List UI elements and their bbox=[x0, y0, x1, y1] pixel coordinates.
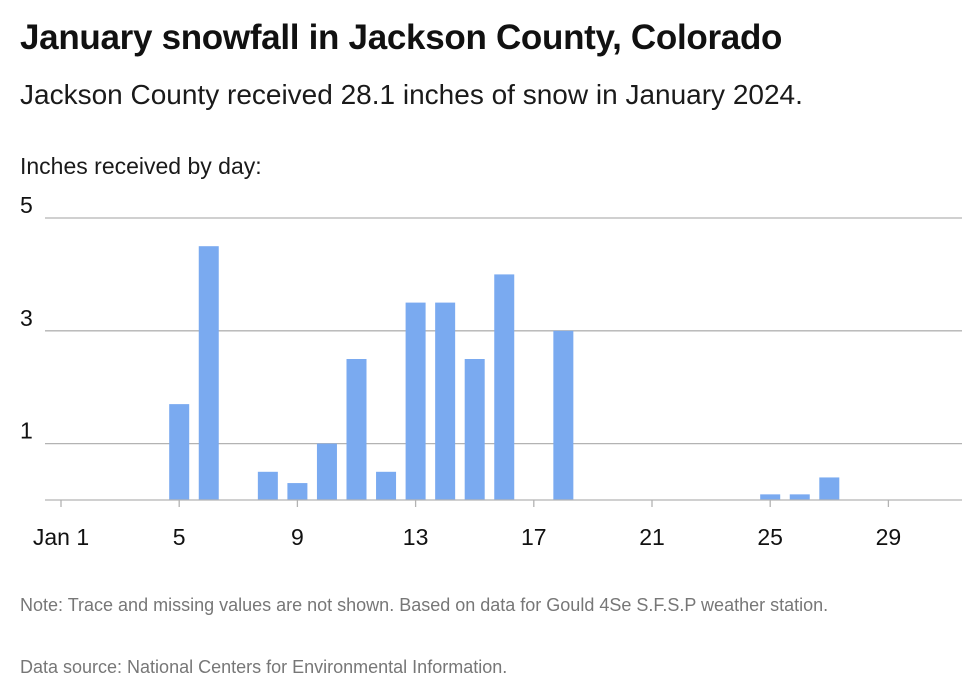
bar-day-16 bbox=[494, 274, 515, 500]
bar-day-9 bbox=[287, 483, 308, 500]
bar-day-11 bbox=[346, 359, 367, 500]
bar-day-12 bbox=[376, 471, 397, 500]
x-tick-label-25: 25 bbox=[757, 524, 783, 550]
chart-subtitle: Jackson County received 28.1 inches of s… bbox=[20, 79, 803, 110]
bar-day-8 bbox=[257, 471, 278, 500]
bar-day-13 bbox=[405, 302, 426, 500]
bar-day-6 bbox=[198, 246, 219, 500]
data-source: Data source: National Centers for Enviro… bbox=[20, 657, 508, 677]
bar-day-25 bbox=[760, 494, 781, 500]
x-tick-label-21: 21 bbox=[639, 524, 665, 550]
bar-day-10 bbox=[316, 443, 337, 500]
chart-note: Note: Trace and missing values are not s… bbox=[20, 595, 829, 615]
x-tick-label-9: 9 bbox=[291, 524, 304, 550]
bar-day-18 bbox=[553, 330, 574, 500]
bar-day-15 bbox=[464, 359, 485, 500]
y-tick-label-3: 3 bbox=[20, 305, 33, 331]
bar-day-5 bbox=[169, 404, 190, 500]
bar-day-27 bbox=[819, 477, 840, 500]
x-tick-label-5: 5 bbox=[173, 524, 186, 550]
x-tick-label-13: 13 bbox=[403, 524, 429, 550]
y-tick-label-5: 5 bbox=[20, 195, 33, 218]
x-tick-label-17: 17 bbox=[521, 524, 547, 550]
bar-day-14 bbox=[435, 302, 456, 500]
x-tick-label-29: 29 bbox=[876, 524, 902, 550]
y-tick-label-1: 1 bbox=[20, 418, 33, 444]
bar-day-26 bbox=[789, 494, 810, 500]
y-axis-label: Inches received by day: bbox=[20, 153, 262, 179]
chart-title: January snowfall in Jackson County, Colo… bbox=[20, 18, 783, 57]
x-tick-label-1: Jan 1 bbox=[33, 524, 89, 550]
